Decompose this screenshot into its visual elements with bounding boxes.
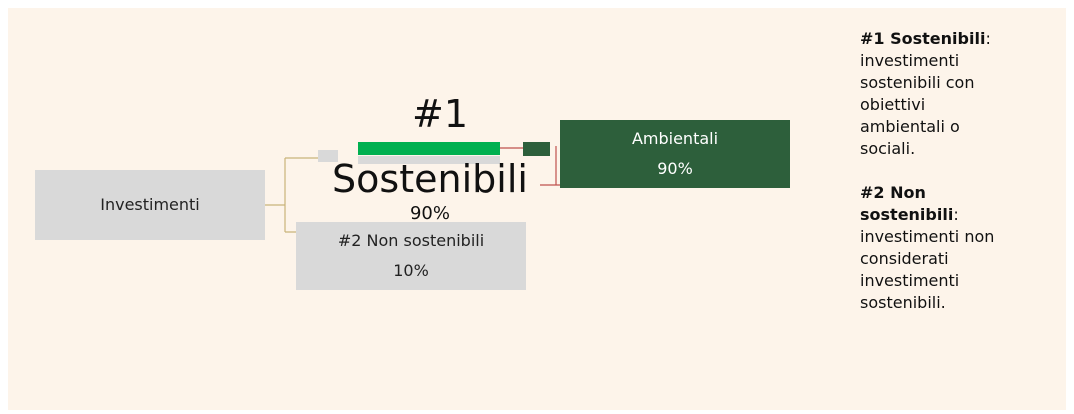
node-sublabel: Sostenibili (332, 157, 528, 201)
node-value: 90% (657, 159, 693, 178)
note-text: : investimenti sostenibili con obiettivi… (860, 29, 991, 158)
note: #1 Sostenibili: investimenti sostenibili… (860, 28, 1000, 160)
node-value: 90% (409, 203, 450, 224)
note-term: #1 Sostenibili (860, 29, 986, 48)
note-term: #2 Non sostenibili (860, 183, 954, 224)
note-text: : investimenti non considerati investime… (860, 205, 995, 312)
node-label: #2 Non sostenibili (337, 231, 485, 250)
note: #2 Non sostenibili: investimenti non con… (860, 182, 1000, 314)
node-ambientali: Ambientali 90% (560, 120, 790, 188)
node-value: 10% (393, 261, 429, 280)
node-label: Ambientali (631, 129, 719, 148)
node-non-sostenibili: #2 Non sostenibili 10% (296, 222, 526, 290)
node-investimenti: Investimenti (35, 170, 265, 240)
node-label: #1 (411, 92, 469, 136)
node-label: Investimenti (100, 195, 200, 214)
notes: #1 Sostenibili: investimenti sostenibili… (860, 28, 1000, 336)
